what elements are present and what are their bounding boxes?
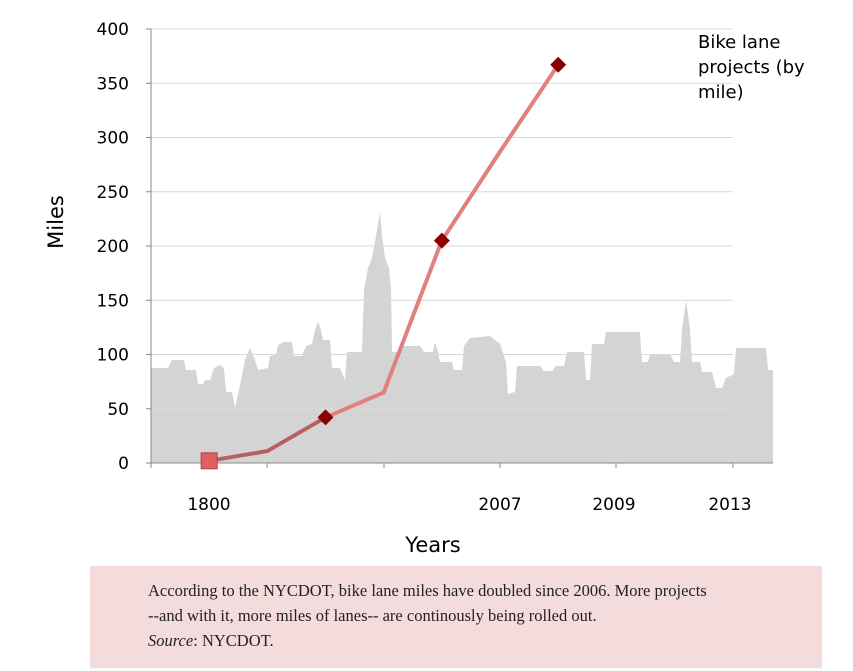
series-segment bbox=[498, 62, 561, 154]
series-label-line: Bike lane bbox=[698, 32, 780, 53]
axes bbox=[146, 28, 773, 468]
source-separator: : bbox=[193, 631, 198, 650]
caption-source: Source: NYCDOT. bbox=[148, 628, 802, 653]
bike-lane-chart: 0 50 100 150 200 250 300 350 400 1800 2007 2009 201… bbox=[44, 20, 805, 557]
series-lines bbox=[207, 62, 561, 463]
source-label: Source bbox=[148, 631, 194, 650]
series-markers bbox=[200, 56, 567, 470]
series-label: Bike lane projects (by mile) bbox=[698, 32, 805, 103]
series-segment bbox=[323, 390, 386, 420]
x-tick-label: 1800 bbox=[187, 495, 230, 515]
data-point-marker bbox=[317, 409, 334, 426]
y-tick-label: 300 bbox=[97, 129, 129, 149]
y-tick-labels: 0 50 100 150 200 250 300 350 400 bbox=[97, 20, 129, 474]
y-tick-label: 200 bbox=[97, 237, 129, 257]
series-segment bbox=[439, 149, 503, 243]
data-point-marker bbox=[433, 232, 450, 249]
skyline-silhouette bbox=[151, 212, 773, 463]
y-tick-label: 100 bbox=[97, 346, 129, 366]
x-tick-labels: 1800 2007 2009 2013 bbox=[187, 495, 751, 515]
x-tick-label: 2009 bbox=[592, 495, 635, 515]
y-tick-label: 150 bbox=[97, 291, 129, 311]
y-tick-label: 350 bbox=[97, 74, 129, 94]
data-point-marker bbox=[550, 56, 567, 73]
data-point-marker bbox=[200, 452, 218, 470]
y-axis-title: Miles bbox=[44, 195, 68, 249]
caption-line-1: According to the NYCDOT, bike lane miles… bbox=[148, 581, 707, 600]
series-segment bbox=[381, 238, 444, 395]
series-segment bbox=[207, 449, 270, 463]
y-tick-label: 0 bbox=[118, 454, 129, 474]
series-segment bbox=[265, 415, 328, 454]
x-tick-label: 2013 bbox=[708, 495, 751, 515]
series-label-line: mile) bbox=[698, 82, 744, 103]
gridlines bbox=[151, 28, 733, 410]
series-label-line: projects (by bbox=[698, 57, 805, 78]
x-tick-label: 2007 bbox=[478, 495, 521, 515]
y-tick-label: 50 bbox=[107, 400, 129, 420]
source-value: NYCDOT. bbox=[197, 631, 274, 650]
x-axis-title: Years bbox=[404, 533, 460, 557]
y-tick-label: 250 bbox=[97, 183, 129, 203]
caption-line-2: --and with it, more miles of lanes-- are… bbox=[148, 606, 597, 625]
skyline-shape bbox=[151, 212, 773, 463]
caption-box: According to the NYCDOT, bike lane miles… bbox=[90, 566, 822, 668]
y-tick-label: 400 bbox=[97, 20, 129, 40]
